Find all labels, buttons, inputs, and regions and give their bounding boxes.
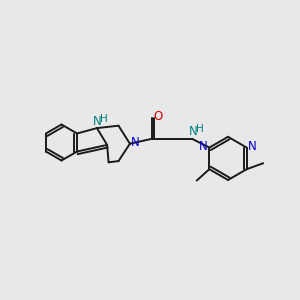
Text: H: H bbox=[196, 124, 204, 134]
Text: H: H bbox=[100, 114, 107, 124]
Text: N: N bbox=[248, 140, 257, 153]
Text: N: N bbox=[188, 125, 197, 138]
Text: N: N bbox=[92, 115, 101, 128]
Text: N: N bbox=[131, 136, 140, 149]
Text: O: O bbox=[153, 110, 162, 124]
Text: N: N bbox=[199, 140, 208, 153]
